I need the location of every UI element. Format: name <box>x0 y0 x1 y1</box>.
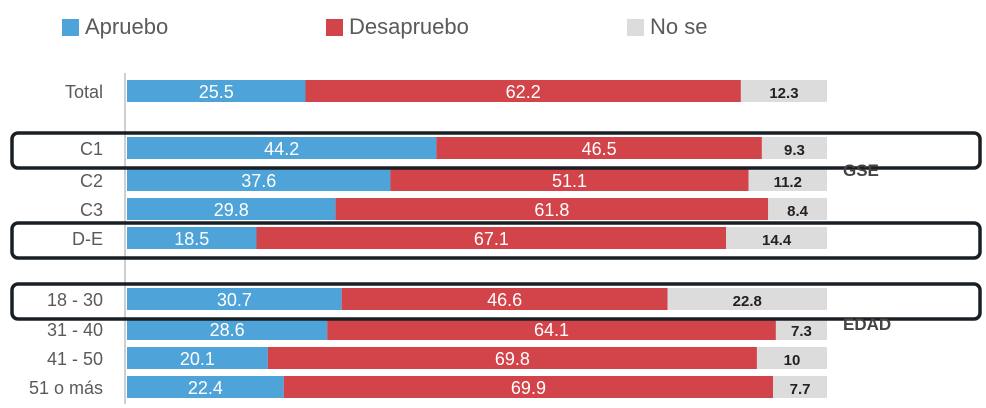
highlight-frame <box>10 282 982 321</box>
category-label: 31 - 40 <box>47 320 103 340</box>
data-label: 11.2 <box>774 174 802 191</box>
bar-segment-desapruebo <box>341 288 668 310</box>
data-label: 67.1 <box>474 229 509 249</box>
data-label: 28.6 <box>210 320 245 340</box>
bar-row: Total 25.5 62.2 12.3 <box>65 80 827 102</box>
group-label: EDAD <box>843 315 891 334</box>
group-label: GSE <box>843 161 879 180</box>
data-label: 12.3 <box>769 85 798 102</box>
data-label: 7.7 <box>790 381 811 398</box>
category-label: D-E <box>72 229 103 249</box>
bar-row: C3 29.8 61.8 8.4 <box>80 198 827 220</box>
bar-segment-desapruebo <box>283 376 774 398</box>
bar-segment-apruebo <box>127 347 268 369</box>
bar-segment-apruebo <box>127 318 328 340</box>
bar-segment-desapruebo <box>436 137 762 159</box>
data-label: 64.1 <box>534 320 569 340</box>
data-label: 46.5 <box>582 139 617 159</box>
bar-segment-desapruebo <box>267 347 757 369</box>
legend-label: No se <box>650 14 708 39</box>
data-label: 51.1 <box>552 171 587 191</box>
legend-nose: No se <box>627 14 707 40</box>
bar-segment-desapruebo <box>335 198 769 220</box>
data-label: 9.3 <box>784 142 805 159</box>
bar-segment-no-se <box>667 288 827 310</box>
data-label: 25.5 <box>199 82 234 102</box>
data-label: 61.8 <box>534 200 569 220</box>
data-label: 10 <box>784 352 801 369</box>
nose-swatch <box>627 18 644 36</box>
category-label: Total <box>65 82 103 102</box>
bar-row: C1 44.2 46.5 9.3 <box>80 137 827 159</box>
bar-row: 51 o más 22.4 69.9 7.7 <box>29 376 827 398</box>
bar-row: 41 - 50 20.1 69.8 10 <box>47 347 827 369</box>
data-label: 29.8 <box>214 200 249 220</box>
bar-segment-desapruebo <box>305 80 741 102</box>
data-label: 18.5 <box>174 229 209 249</box>
bar-segment-no-se <box>775 318 827 340</box>
data-label: 22.4 <box>188 378 223 398</box>
bar-segment-no-se <box>726 227 827 249</box>
bar-segment-apruebo <box>127 169 391 191</box>
category-label: C1 <box>80 139 103 159</box>
bar-segment-desapruebo <box>327 318 776 340</box>
bar-segment-no-se <box>761 137 827 159</box>
category-label: 18 - 30 <box>47 290 103 310</box>
category-label: C3 <box>80 200 103 220</box>
bar-segment-no-se <box>756 347 827 369</box>
legend-label: Apruebo <box>85 14 169 39</box>
bar-segment-apruebo <box>127 376 284 398</box>
data-label: 20.1 <box>180 349 215 369</box>
data-label: 46.6 <box>487 290 522 310</box>
data-label: 22.8 <box>733 293 762 310</box>
bar-segment-no-se <box>740 80 827 102</box>
bar-segment-apruebo <box>127 80 306 102</box>
data-label: 69.8 <box>495 349 530 369</box>
bar-segment-apruebo <box>127 288 342 310</box>
category-label: 41 - 50 <box>47 349 103 369</box>
legend-label: Desapruebo <box>349 14 469 39</box>
data-label: 8.4 <box>787 203 809 220</box>
highlight-frame <box>10 221 982 260</box>
bar-segment-desapruebo <box>390 169 749 191</box>
bar-segment-no-se <box>773 376 827 398</box>
data-label: 14.4 <box>762 232 792 249</box>
category-label: 51 o más <box>29 378 103 398</box>
highlight-frame <box>10 131 982 170</box>
data-label: 44.2 <box>264 139 299 159</box>
bar-segment-apruebo <box>127 227 257 249</box>
legend-apruebo: Apruebo <box>62 14 168 40</box>
bar-segment-apruebo <box>127 198 336 220</box>
data-label: 62.2 <box>506 82 541 102</box>
data-label: 30.7 <box>217 290 252 310</box>
desapruebo-swatch <box>326 18 343 36</box>
bar-segment-no-se <box>748 169 827 191</box>
bar-segment-apruebo <box>127 137 437 159</box>
bar-row: C2 37.6 51.1 11.2 <box>80 169 827 191</box>
bar-segment-no-se <box>768 198 827 220</box>
bar-row: D-E 18.5 67.1 14.4 <box>72 227 827 249</box>
apruebo-swatch <box>62 18 79 36</box>
data-label: 7.3 <box>791 323 812 340</box>
bar-row: 18 - 30 30.7 46.6 22.8 <box>47 288 827 310</box>
category-label: C2 <box>80 171 103 191</box>
bar-row: 31 - 40 28.6 64.1 7.3 <box>47 318 827 340</box>
data-label: 69.9 <box>511 378 546 398</box>
data-label: 37.6 <box>241 171 276 191</box>
bar-segment-desapruebo <box>256 227 727 249</box>
legend-desapruebo: Desapruebo <box>326 14 469 40</box>
